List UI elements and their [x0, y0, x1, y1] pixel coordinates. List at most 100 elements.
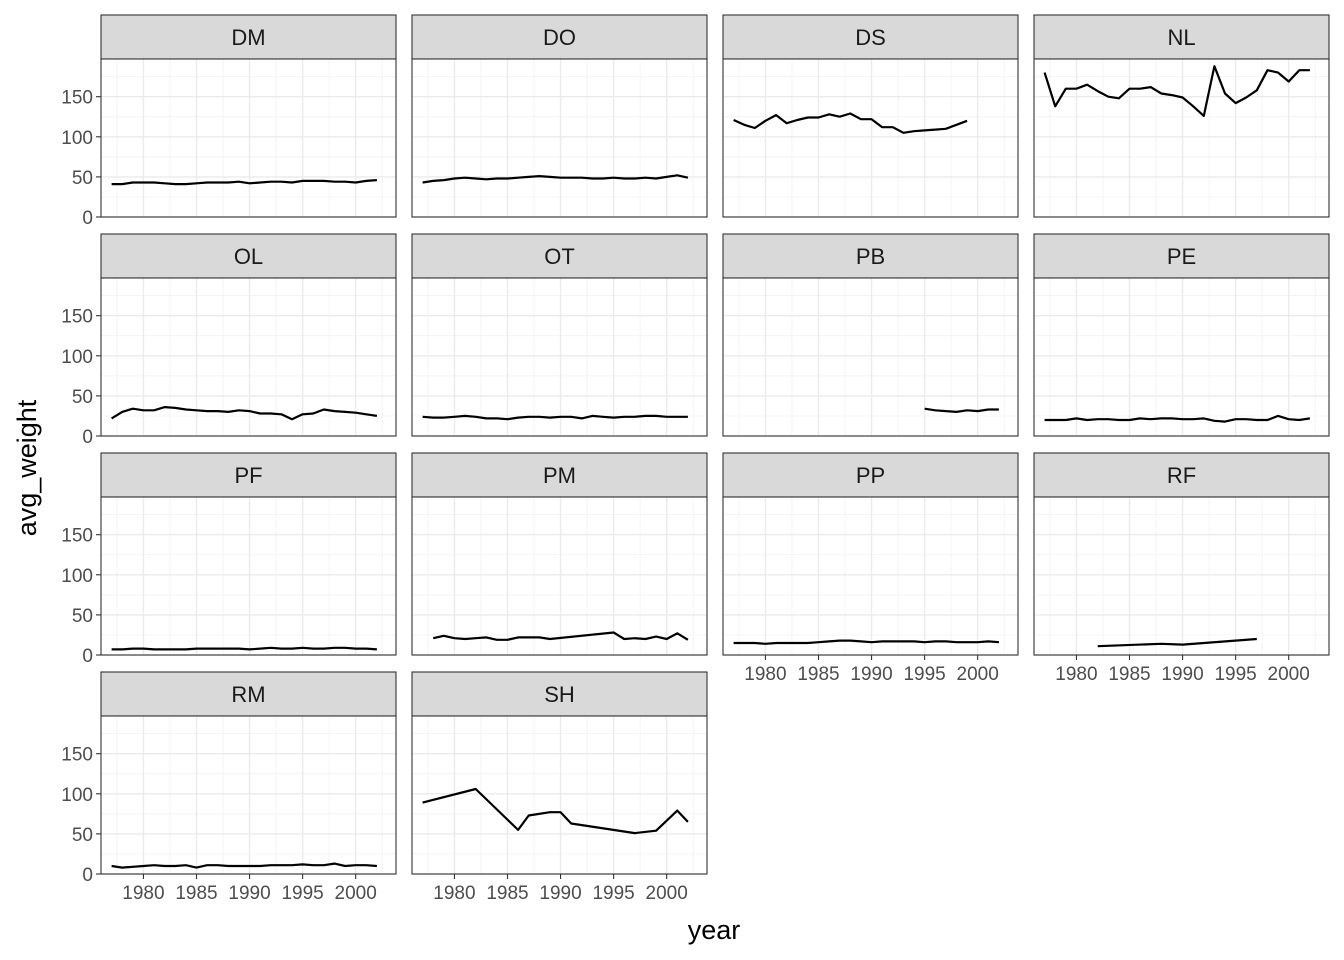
series-line-nl [1043, 65, 1310, 118]
series-line-dm [111, 179, 377, 186]
y-axis-title: avg_weight [12, 399, 42, 536]
panel-border [722, 277, 1019, 437]
facet-strip [100, 671, 397, 717]
facet-strip-label: DO [543, 25, 576, 50]
y-tick-label: 0 [82, 646, 93, 667]
y-tick-label: 100 [61, 785, 93, 806]
panel-background [1034, 278, 1329, 436]
y-tick-label: 0 [82, 208, 93, 229]
facet-strip-label: OL [234, 244, 263, 269]
x-tick-label: 1995 [903, 664, 945, 685]
panel-border [100, 715, 397, 875]
y-tick-label: 150 [61, 745, 93, 766]
panel-border [100, 496, 397, 656]
series-line-pf [111, 646, 377, 651]
panel-border [100, 277, 397, 437]
panel-border [411, 58, 708, 218]
series-line-ds [733, 112, 968, 134]
x-tick-label: 2000 [1268, 664, 1310, 685]
facet-strip [1033, 452, 1330, 498]
x-tick-label: 2000 [335, 883, 377, 904]
panel-background [412, 716, 707, 874]
facet-strip-label: DS [855, 25, 886, 50]
y-tick-label: 100 [61, 128, 93, 149]
facet-strip-label: SH [544, 682, 575, 707]
y-tick-label: 0 [82, 427, 93, 448]
panel-background [101, 716, 396, 874]
series-line-pb [924, 407, 999, 413]
x-tick-label: 1990 [850, 664, 892, 685]
facet-panel-ds: DS [722, 14, 1019, 218]
panel-background [723, 497, 1018, 655]
y-tick-label: 150 [61, 88, 93, 109]
series-line-pe [1044, 414, 1311, 423]
x-tick-label: 1980 [433, 883, 475, 904]
panel-background [1034, 59, 1329, 217]
facet-strip-label: OT [544, 244, 575, 269]
panel-border [411, 277, 708, 437]
series-line-rm [111, 862, 377, 869]
facet-strip [1033, 14, 1330, 60]
series-line-ot [422, 414, 688, 421]
facet-panel-pe: PE [1033, 233, 1330, 437]
x-tick-label: 1985 [175, 883, 217, 904]
facet-panel-pp: PP 1980 1985 1990 1995 2000 [722, 452, 1019, 685]
facet-strip-label: PP [856, 463, 885, 488]
panel-background [1034, 497, 1329, 655]
facet-strip [1033, 233, 1330, 279]
series-line-ol [111, 406, 378, 421]
facet-strip [722, 14, 1019, 60]
panel-border [1033, 496, 1330, 656]
facet-panel-ol: OL 0 50 100 150 [61, 233, 397, 448]
panel-border [1033, 277, 1330, 437]
panel-border [722, 496, 1019, 656]
x-tick-label: 1985 [1108, 664, 1150, 685]
facet-panel-dm: DM 0 50 100 150 [61, 14, 397, 229]
panel-background [412, 59, 707, 217]
facet-strip-label: PB [856, 244, 885, 269]
y-tick-label: 150 [61, 526, 93, 547]
panel-border [411, 715, 708, 875]
facet-strip-label: PM [543, 463, 576, 488]
y-tick-label: 0 [82, 865, 93, 886]
facet-strip-label: RF [1167, 463, 1196, 488]
facet-strip [411, 14, 708, 60]
x-tick-label: 1985 [797, 664, 839, 685]
facet-panel-ot: OT [411, 233, 708, 437]
y-tick-label: 100 [61, 566, 93, 587]
y-tick-label: 50 [72, 168, 93, 189]
facet-strip [722, 452, 1019, 498]
panel-border [100, 58, 397, 218]
series-line-do [422, 174, 689, 184]
x-tick-label: 1995 [1214, 664, 1256, 685]
panel-background [101, 497, 396, 655]
panel-background [412, 497, 707, 655]
series-line-rf [1097, 637, 1257, 648]
y-tick-label: 50 [72, 606, 93, 627]
y-tick-label: 50 [72, 387, 93, 408]
facet-strip-label: PF [234, 463, 262, 488]
x-tick-label: 1980 [122, 883, 164, 904]
x-tick-label: 1985 [486, 883, 528, 904]
panel-background [723, 59, 1018, 217]
x-tick-label: 1990 [228, 883, 270, 904]
panel-background [101, 59, 396, 217]
x-tick-label: 1995 [281, 883, 323, 904]
x-tick-label: 1995 [592, 883, 634, 904]
series-line-pp [733, 639, 999, 645]
facet-strip-label: RM [231, 682, 265, 707]
facet-panel-rf: RF 1980 1985 1990 1995 2000 [1033, 452, 1330, 685]
panel-border [1033, 58, 1330, 218]
facet-panel-nl: NL [1033, 14, 1330, 218]
panel-background [723, 278, 1018, 436]
x-tick-label: 1980 [1055, 664, 1097, 685]
x-tick-label: 1980 [744, 664, 786, 685]
x-tick-label: 1990 [1161, 664, 1203, 685]
facet-strip [411, 452, 708, 498]
series-line-pm [432, 631, 689, 641]
panel-background [412, 278, 707, 436]
x-tick-label: 2000 [646, 883, 688, 904]
facet-strip-label: NL [1167, 25, 1195, 50]
series-line-sh [422, 787, 689, 835]
